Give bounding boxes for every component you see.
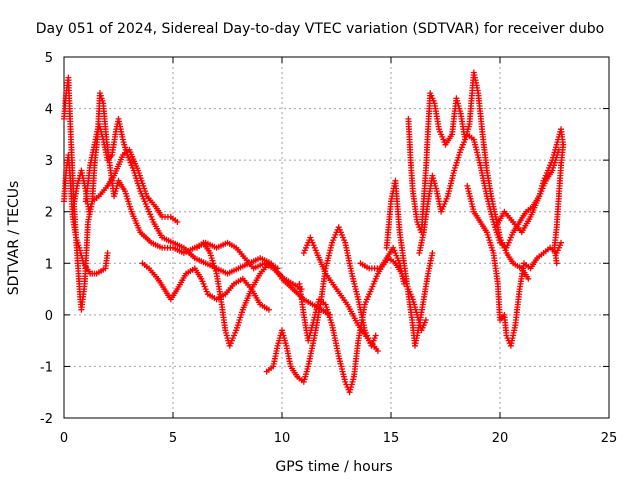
y-tick-label: -1 <box>40 360 53 375</box>
series-markers <box>492 126 567 267</box>
plus-markers <box>82 115 333 318</box>
series-prn-a <box>61 74 181 313</box>
x-tick-label: 15 <box>383 431 400 446</box>
grid-lines <box>64 57 609 418</box>
plot-frame <box>63 56 610 419</box>
y-tick-label: -2 <box>40 412 53 427</box>
x-tick-label: 25 <box>601 431 618 446</box>
plus-markers <box>61 152 111 277</box>
series-prn-k <box>383 177 436 349</box>
series-prn-i <box>300 234 381 354</box>
plot-area <box>61 69 567 396</box>
y-axis-label: SDTVAR / TECUs <box>6 181 22 296</box>
y-tick-label: 4 <box>45 103 53 118</box>
series-markers <box>405 69 532 282</box>
plus-markers <box>464 182 564 349</box>
series-prn-n <box>464 182 564 349</box>
y-tick-label: 2 <box>45 206 53 221</box>
series-prn-f <box>194 239 281 349</box>
series-prn-l <box>405 69 532 282</box>
series-markers <box>82 115 333 318</box>
x-axis-label: GPS time / hours <box>275 459 392 475</box>
series-markers <box>296 244 408 396</box>
x-tick-label: 20 <box>492 431 509 446</box>
series-markers <box>464 182 564 349</box>
plus-markers <box>61 74 181 313</box>
series-prn-b <box>61 152 111 277</box>
chart-title: Day 051 of 2024, Sidereal Day-to-day VTE… <box>36 21 604 37</box>
x-tick-label: 5 <box>169 431 177 446</box>
x-tick-label: 0 <box>60 431 68 446</box>
series-markers <box>139 260 272 313</box>
series-markers <box>61 74 181 313</box>
series-markers <box>383 177 436 349</box>
plus-markers <box>492 126 567 267</box>
plus-markers <box>300 234 381 354</box>
series-markers <box>194 239 281 349</box>
x-tick-label: 10 <box>274 431 291 446</box>
y-tick-label: 0 <box>45 309 53 324</box>
series-prn-d <box>82 115 333 318</box>
y-tick-label: 5 <box>45 51 53 66</box>
y-tick-label: 3 <box>45 154 53 169</box>
series-prn-e <box>139 260 272 313</box>
series-prn-h <box>296 244 408 396</box>
series-prn-g <box>263 224 379 385</box>
series-line <box>466 185 562 347</box>
series-markers <box>61 152 111 277</box>
plus-markers <box>296 244 408 396</box>
tick-labels: 0 5 10 15 20 25 -2 -1 0 1 2 3 4 5 <box>40 51 617 446</box>
series-markers <box>300 234 381 354</box>
series-line <box>63 76 178 311</box>
plus-markers <box>405 69 532 282</box>
series-markers <box>263 224 379 385</box>
series-prn-o <box>492 126 567 267</box>
y-tick-label: 1 <box>45 257 53 272</box>
plus-markers <box>194 239 281 349</box>
plus-markers <box>383 177 436 349</box>
plus-markers <box>263 224 379 385</box>
plus-markers <box>139 260 272 313</box>
